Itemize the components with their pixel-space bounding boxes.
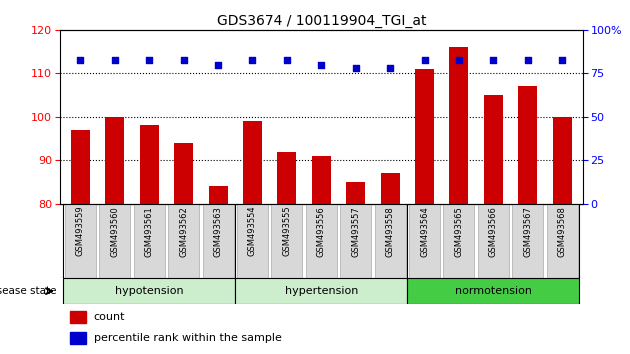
Text: GSM493564: GSM493564	[420, 206, 429, 257]
Text: GSM493557: GSM493557	[351, 206, 360, 257]
Text: GSM493562: GSM493562	[179, 206, 188, 257]
Text: GSM493563: GSM493563	[214, 206, 222, 257]
Bar	[105, 117, 124, 204]
Point	[213, 62, 223, 68]
Bar	[71, 332, 86, 343]
FancyBboxPatch shape	[272, 204, 302, 278]
FancyBboxPatch shape	[237, 204, 268, 278]
Bar	[209, 186, 227, 204]
Bar	[175, 143, 193, 204]
Bar	[553, 117, 571, 204]
Bar	[312, 156, 331, 204]
Text: GSM493558: GSM493558	[386, 206, 394, 257]
Point	[523, 57, 533, 62]
Point	[282, 57, 292, 62]
Text: GSM493565: GSM493565	[454, 206, 464, 257]
Point	[385, 65, 395, 71]
Text: GSM493559: GSM493559	[76, 206, 85, 256]
Point	[248, 57, 258, 62]
Text: GSM493567: GSM493567	[523, 206, 532, 257]
Text: GSM493561: GSM493561	[145, 206, 154, 257]
Bar	[346, 182, 365, 204]
FancyBboxPatch shape	[100, 204, 130, 278]
FancyBboxPatch shape	[63, 278, 235, 304]
Text: GSM493556: GSM493556	[317, 206, 326, 257]
Bar	[243, 121, 262, 204]
FancyBboxPatch shape	[203, 204, 234, 278]
Point	[454, 57, 464, 62]
Bar	[381, 173, 399, 204]
Text: GSM493555: GSM493555	[282, 206, 292, 256]
Point	[488, 57, 498, 62]
Text: GSM493566: GSM493566	[489, 206, 498, 257]
FancyBboxPatch shape	[375, 204, 406, 278]
FancyBboxPatch shape	[235, 278, 408, 304]
Point	[557, 57, 567, 62]
Point	[179, 57, 189, 62]
FancyBboxPatch shape	[444, 204, 474, 278]
Text: normotension: normotension	[455, 286, 532, 296]
FancyBboxPatch shape	[340, 204, 371, 278]
Bar	[415, 69, 434, 204]
Text: disease state: disease state	[0, 286, 57, 296]
Bar	[484, 95, 503, 204]
Point	[351, 65, 361, 71]
FancyBboxPatch shape	[547, 204, 578, 278]
Bar	[71, 312, 86, 323]
Point	[420, 57, 430, 62]
Bar	[71, 130, 90, 204]
Text: GSM493554: GSM493554	[248, 206, 257, 256]
Point	[76, 57, 86, 62]
Point	[316, 62, 326, 68]
Text: count: count	[94, 312, 125, 322]
Text: percentile rank within the sample: percentile rank within the sample	[94, 333, 282, 343]
Text: hypertension: hypertension	[285, 286, 358, 296]
Bar	[277, 152, 296, 204]
FancyBboxPatch shape	[409, 204, 440, 278]
Text: GSM493560: GSM493560	[110, 206, 120, 257]
Point	[144, 57, 154, 62]
FancyBboxPatch shape	[168, 204, 199, 278]
Title: GDS3674 / 100119904_TGI_at: GDS3674 / 100119904_TGI_at	[217, 14, 426, 28]
Point	[110, 57, 120, 62]
FancyBboxPatch shape	[408, 278, 580, 304]
FancyBboxPatch shape	[512, 204, 543, 278]
FancyBboxPatch shape	[65, 204, 96, 278]
FancyBboxPatch shape	[478, 204, 509, 278]
Bar	[518, 86, 537, 204]
Bar	[449, 47, 468, 204]
FancyBboxPatch shape	[134, 204, 165, 278]
Bar	[140, 126, 159, 204]
Text: GSM493568: GSM493568	[558, 206, 566, 257]
FancyBboxPatch shape	[306, 204, 337, 278]
Text: hypotension: hypotension	[115, 286, 183, 296]
